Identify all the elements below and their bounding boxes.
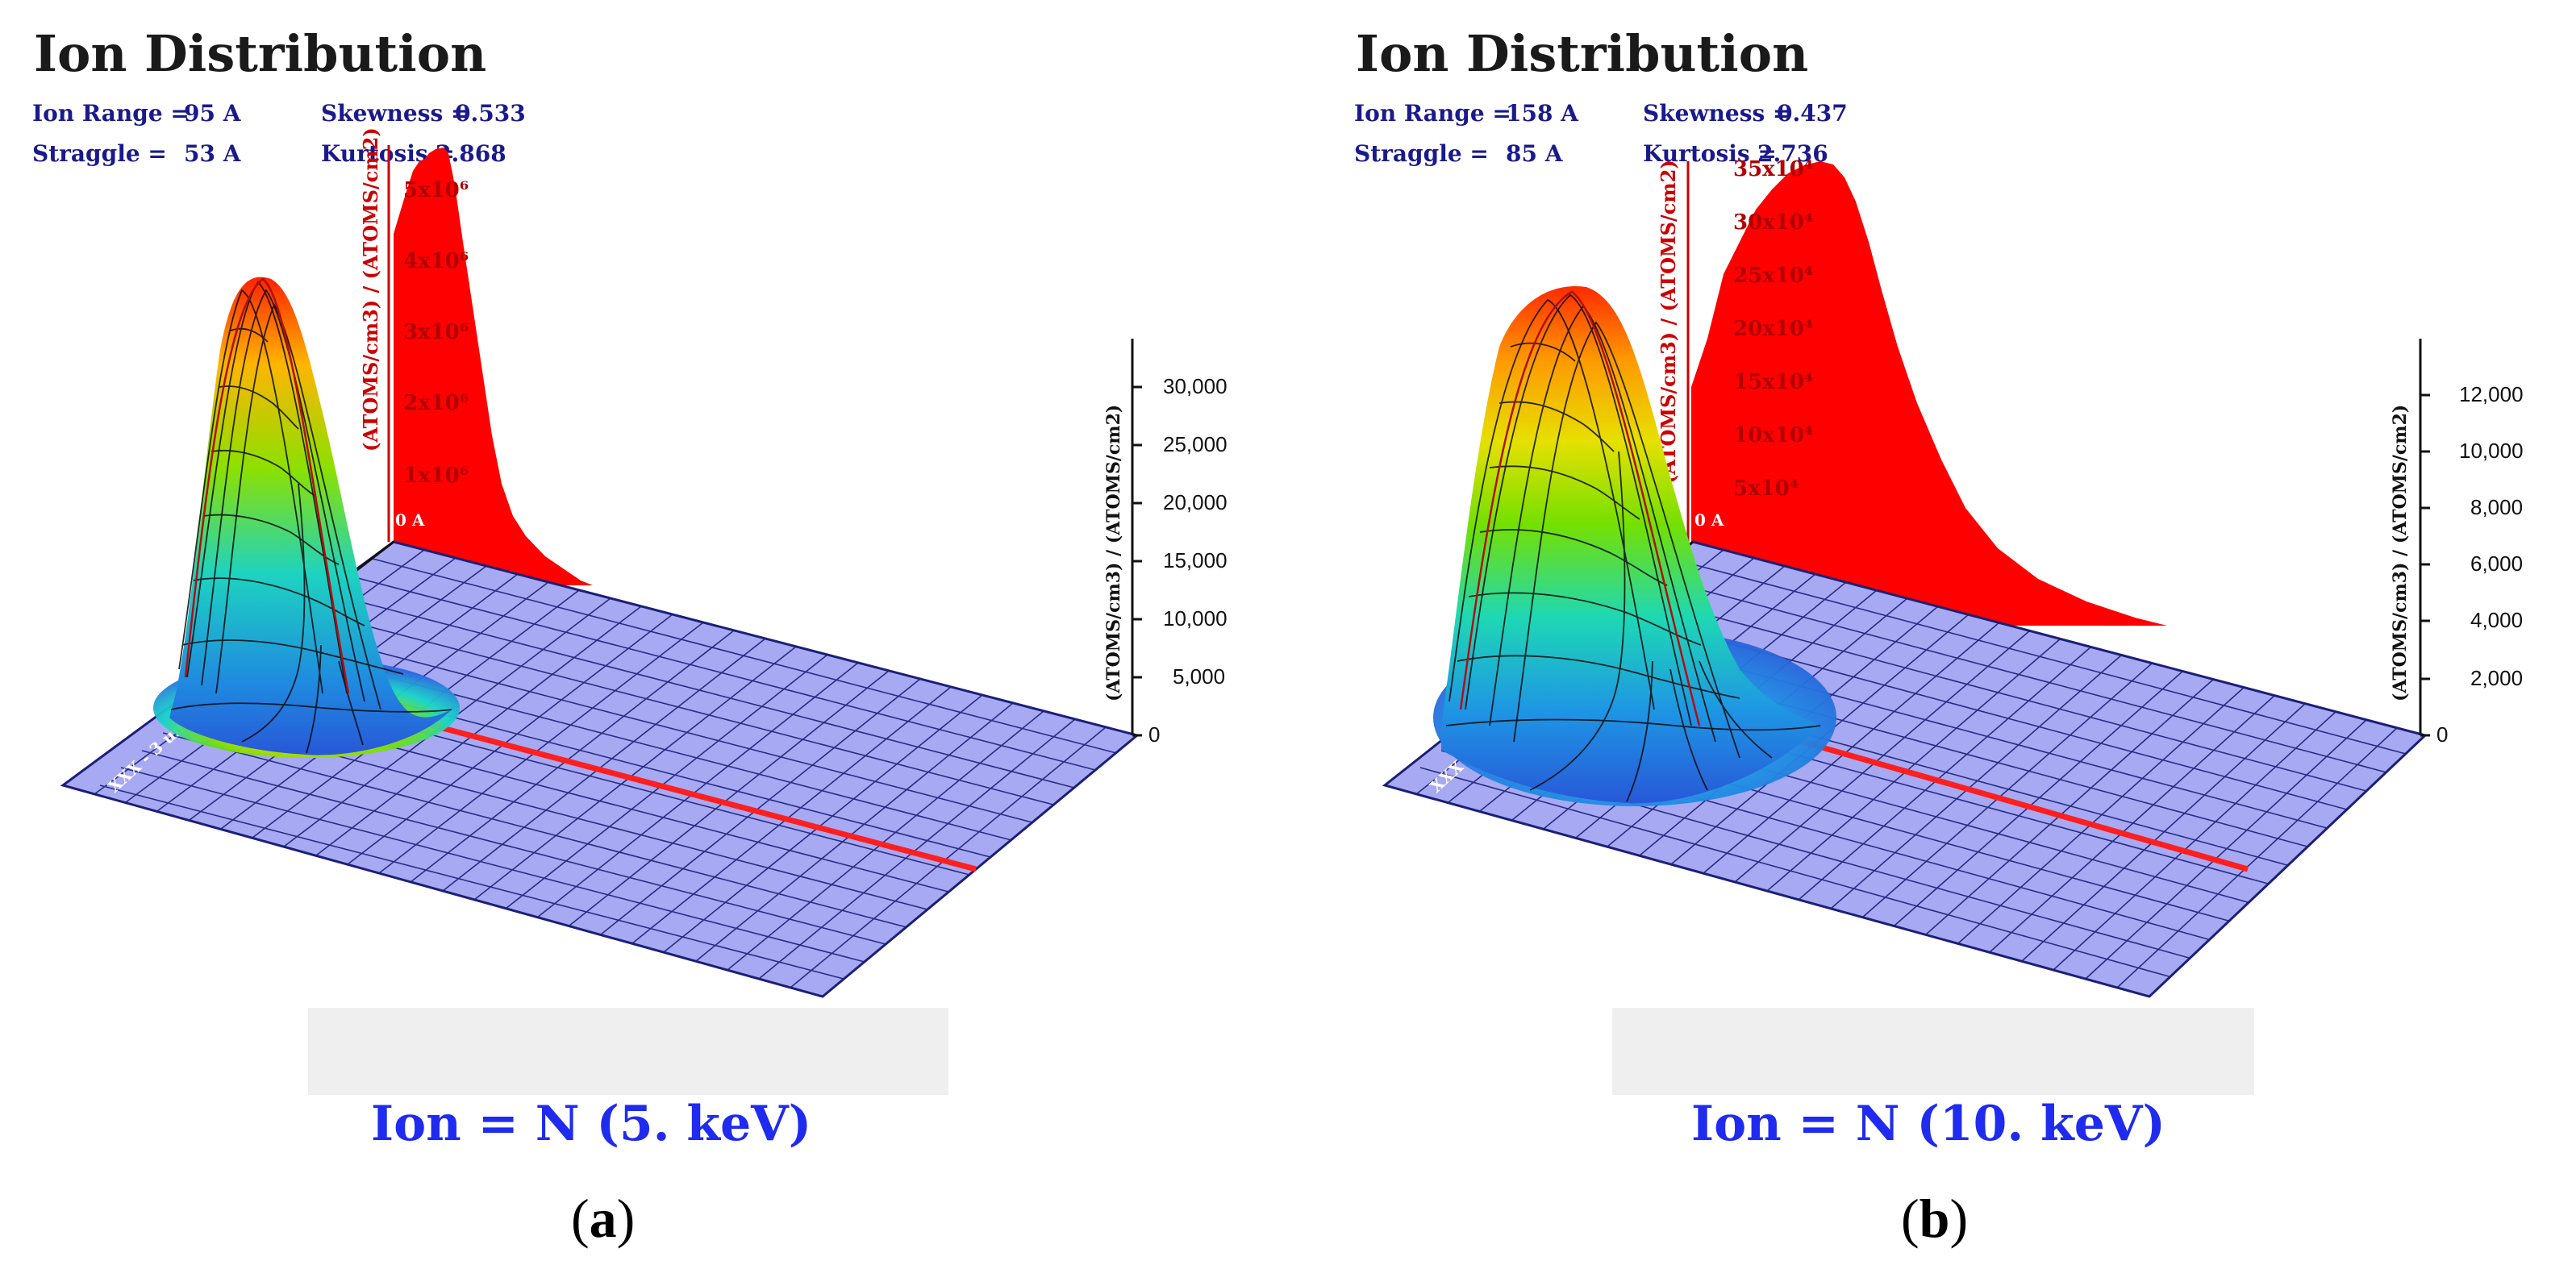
red-tick-7: 35x10⁴ xyxy=(1733,157,1813,181)
red-tick-3: 15x10⁴ xyxy=(1733,370,1813,394)
z-tick-4000: 4,000 xyxy=(2470,608,2523,632)
red-axis-label: (ATOMS/cm3) / (ATOMS/cm2) xyxy=(1657,160,1680,484)
red-tick-2: 10x10⁴ xyxy=(1733,423,1813,447)
legend-box xyxy=(1612,1008,2254,1095)
straggle-value: 85 A xyxy=(1506,140,1564,167)
skewness-value: 0.533 xyxy=(455,100,526,127)
z-tick-20000: 20,000 xyxy=(1163,490,1228,514)
depth-profile-area xyxy=(1691,161,2167,626)
skewness-value: 0.437 xyxy=(1777,100,1848,127)
z-tick-10000: 10,000 xyxy=(2459,439,2524,463)
z-tick-6000: 6,000 xyxy=(2470,551,2523,576)
kurtosis-label: Kurtosis = xyxy=(1643,140,1777,167)
subfigure-open: ( xyxy=(1901,1188,1919,1249)
depth-profile-area xyxy=(394,148,593,585)
panel-a-svg: Ion Distribution Ion Range = 95 A Skewne… xyxy=(32,24,1228,1249)
panel-b-svg: Ion Distribution Ion Range = 158 A Skewn… xyxy=(1354,24,2524,1249)
depth-profile: (ATOMS/cm3) / (ATOMS/cm2) 5x10⁴ 10x10⁴ 1… xyxy=(1657,157,2167,626)
subfigure-close: ) xyxy=(617,1188,636,1249)
subfigure-letter: a xyxy=(590,1188,617,1249)
z-axis: 12,000 10,000 8,000 6,000 4,000 2,000 0 … xyxy=(2390,339,2524,747)
skewness-label: Skewness = xyxy=(321,100,469,127)
subfigure-letter: b xyxy=(1919,1188,1950,1249)
subfigure-close: ) xyxy=(1949,1188,1968,1249)
z-tick-2000: 2,000 xyxy=(2470,666,2523,690)
skewness-label: Skewness = xyxy=(1643,100,1791,127)
peak-outline xyxy=(184,277,350,694)
floor-grid xyxy=(94,549,1117,988)
panel-b: Ion Distribution Ion Range = 158 A Skewn… xyxy=(1288,0,2576,1261)
z-tick-0: 0 xyxy=(2436,722,2448,747)
legend-box xyxy=(308,1008,948,1095)
red-tick-3: 3x10⁶ xyxy=(403,320,469,344)
ion-label: Ion = N (5. keV) xyxy=(371,1096,811,1152)
z-tick-30000: 30,000 xyxy=(1163,374,1228,398)
subfigure-label: (b) xyxy=(1901,1188,1968,1249)
red-tick-2: 2x10⁶ xyxy=(403,391,469,415)
depth-profile: (ATOMS/cm3) / (ATOMS/cm2) 1x10⁶ 2x10⁶ 3x… xyxy=(359,127,593,585)
ion-label: Ion = N (10. keV) xyxy=(1691,1096,2165,1152)
chart-title: Ion Distribution xyxy=(34,24,486,83)
z-tick-5000: 5,000 xyxy=(1173,664,1225,689)
red-tick-6: 30x10⁴ xyxy=(1733,210,1813,235)
z-tick-8000: 8,000 xyxy=(2470,495,2523,519)
z-axis-label: (ATOMS/cm3) / (ATOMS/cm2) xyxy=(1103,405,1124,701)
peak-surface xyxy=(153,277,460,758)
red-tick-5: 5x10⁶ xyxy=(403,178,469,202)
z-tick-10000: 10,000 xyxy=(1163,606,1228,630)
red-tick-1: 1x10⁶ xyxy=(403,464,469,488)
z-tick-12000: 12,000 xyxy=(2459,382,2524,406)
z-axis-ticks xyxy=(1132,385,1142,737)
z-axis: 30,000 25,000 20,000 15,000 10,000 5,000… xyxy=(1103,339,1228,747)
straggle-value: 53 A xyxy=(184,140,242,167)
ion-range-value: 158 A xyxy=(1506,100,1579,127)
red-tick-5: 25x10⁴ xyxy=(1733,264,1813,288)
peak-outline xyxy=(1459,290,1701,726)
z-axis-ticks xyxy=(2420,393,2430,737)
z-axis-label: (ATOMS/cm3) / (ATOMS/cm2) xyxy=(2390,405,2411,701)
ion-range-label: Ion Range = xyxy=(1354,100,1511,127)
peak-surface xyxy=(1433,285,1836,806)
red-tick-4: 20x10⁴ xyxy=(1733,317,1813,341)
ion-range-value: 95 A xyxy=(184,100,242,127)
peak-mesh xyxy=(170,281,452,754)
red-tick-1: 5x10⁴ xyxy=(1733,477,1799,501)
red-tick-4: 4x10⁶ xyxy=(403,249,469,273)
depth-zero-label: 0 A xyxy=(1694,510,1724,530)
ion-range-label: Ion Range = xyxy=(32,100,190,127)
chart-title: Ion Distribution xyxy=(1356,24,1808,83)
depth-zero-label: 0 A xyxy=(395,510,425,530)
peak-body xyxy=(169,277,452,755)
peak-mesh xyxy=(1445,293,1821,802)
peak-body xyxy=(1441,285,1820,804)
subfigure-label: (a) xyxy=(571,1188,635,1249)
straggle-label: Straggle = xyxy=(1354,140,1489,167)
subfigure-open: ( xyxy=(571,1188,590,1249)
red-axis-label: (ATOMS/cm3) / (ATOMS/cm2) xyxy=(359,127,382,452)
z-tick-15000: 15,000 xyxy=(1163,548,1228,572)
z-tick-0: 0 xyxy=(1148,722,1160,747)
straggle-label: Straggle = xyxy=(32,140,167,167)
panel-a: Ion Distribution Ion Range = 95 A Skewne… xyxy=(32,24,1228,1249)
z-tick-25000: 25,000 xyxy=(1163,432,1228,456)
